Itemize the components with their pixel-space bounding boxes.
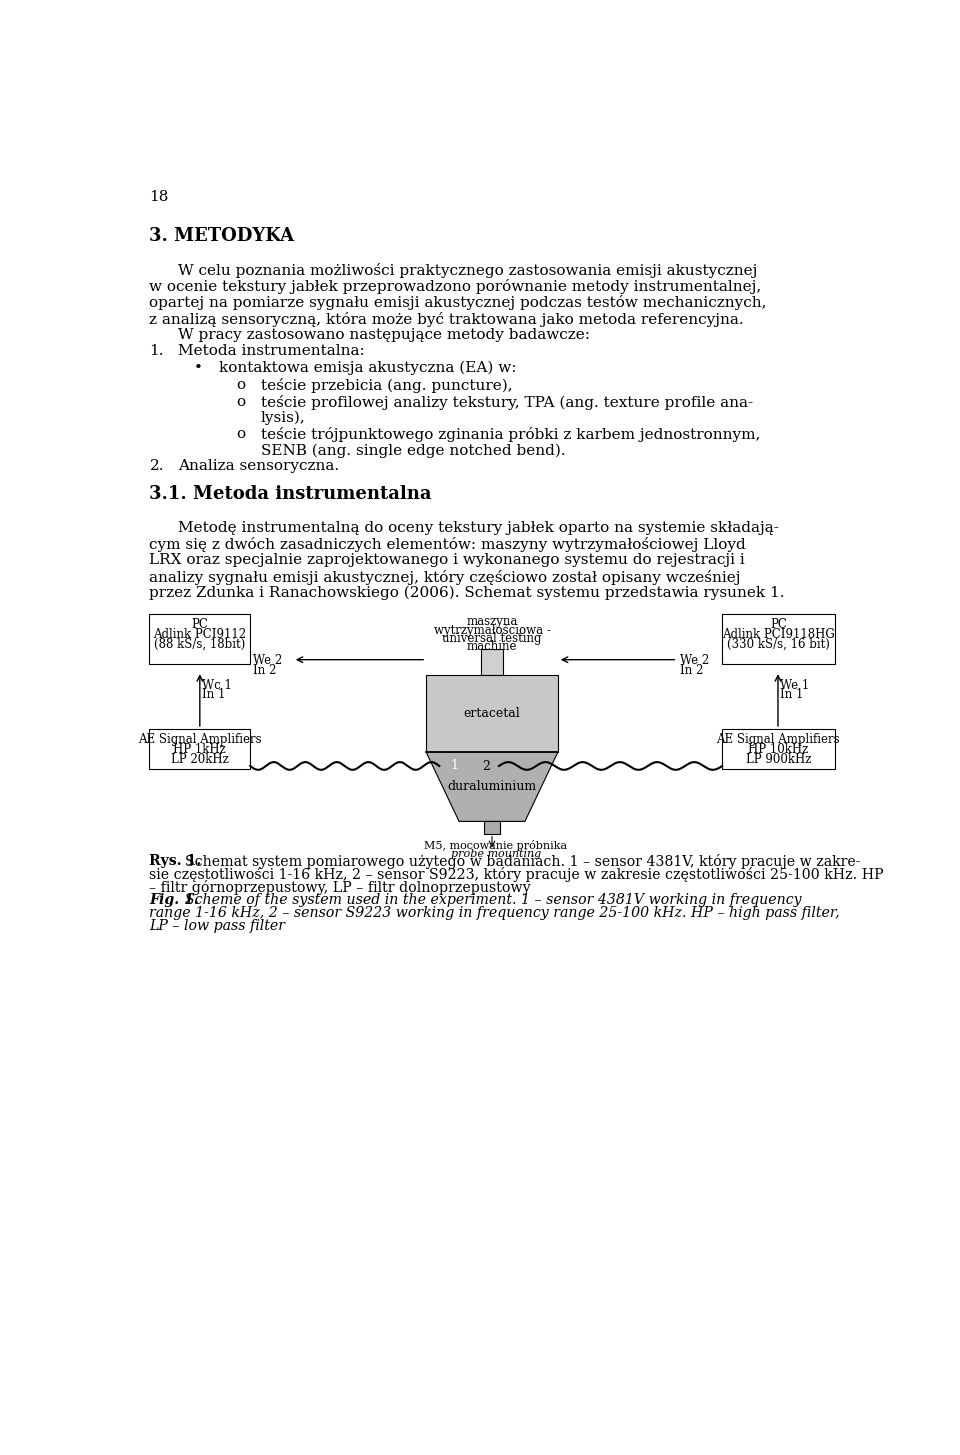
Text: In 2: In 2 — [252, 663, 276, 677]
Bar — [484, 822, 500, 834]
Text: (88 kS/s, 18bit): (88 kS/s, 18bit) — [155, 639, 246, 652]
Bar — [472, 757, 499, 777]
Text: LRX oraz specjalnie zaprojektowanego i wykonanego systemu do rejestracji i: LRX oraz specjalnie zaprojektowanego i w… — [150, 553, 745, 567]
Bar — [722, 614, 834, 663]
Text: wytrzymałościowa -: wytrzymałościowa - — [434, 624, 550, 636]
Text: Scheme of the system used in the experiment. 1 – sensor 4381V working in frequen: Scheme of the system used in the experim… — [185, 893, 802, 906]
Text: HP 1kHz: HP 1kHz — [174, 744, 227, 755]
Text: lysis),: lysis), — [261, 410, 306, 425]
Text: o: o — [236, 428, 246, 441]
Text: In 1: In 1 — [203, 688, 226, 701]
Text: LP 900kHz: LP 900kHz — [746, 752, 811, 765]
Text: Adlink PCI9112: Adlink PCI9112 — [154, 629, 247, 642]
Text: LP 20kHz: LP 20kHz — [171, 752, 228, 765]
Text: kontaktowa emisja akustyczna (EA) w:: kontaktowa emisja akustyczna (EA) w: — [219, 361, 516, 375]
Text: teście trójpunktowego zginania próbki z karbem jednostronnym,: teście trójpunktowego zginania próbki z … — [261, 428, 760, 442]
Text: SENB (ang. single edge notched bend).: SENB (ang. single edge notched bend). — [261, 444, 565, 458]
Text: 2: 2 — [482, 760, 490, 773]
Text: cym się z dwóch zasadniczych elementów: maszyny wytrzymałościowej Lloyd: cym się z dwóch zasadniczych elementów: … — [150, 537, 746, 553]
Text: opartej na pomiarze sygnału emisji akustycznej podczas testów mechanicznych,: opartej na pomiarze sygnału emisji akust… — [150, 295, 767, 310]
Text: We 1: We 1 — [780, 679, 809, 693]
Text: 3.1. Metoda instrumentalna: 3.1. Metoda instrumentalna — [150, 485, 432, 503]
Text: W celu poznania możliwości praktycznego zastosowania emisji akustycznej: W celu poznania możliwości praktycznego … — [179, 263, 757, 278]
Text: maszyna: maszyna — [467, 615, 517, 629]
Text: 1: 1 — [451, 760, 459, 773]
Text: Metodę instrumentalną do oceny tekstury jabłek oparto na systemie składają-: Metodę instrumentalną do oceny tekstury … — [179, 521, 779, 535]
Text: LP – low pass filter: LP – low pass filter — [150, 920, 285, 933]
Text: We 2: We 2 — [680, 655, 708, 668]
Text: teście profilowej analizy tekstury, TPA (ang. texture profile ana-: teście profilowej analizy tekstury, TPA … — [261, 394, 754, 410]
Text: przez Zdunka i Ranachowskiego (2006). Schemat systemu przedstawia rysunek 1.: przez Zdunka i Ranachowskiego (2006). Sc… — [150, 586, 785, 599]
Text: o: o — [236, 394, 246, 409]
Text: HP 10kHz: HP 10kHz — [748, 744, 808, 755]
Text: range 1-16 kHz, 2 – sensor S9223 working in frequency range 25-100 kHz. HP – hig: range 1-16 kHz, 2 – sensor S9223 working… — [150, 906, 840, 920]
Text: o: o — [236, 378, 246, 391]
Text: W pracy zastosowano następujące metody badawcze:: W pracy zastosowano następujące metody b… — [179, 327, 590, 342]
Text: Rys. 1.: Rys. 1. — [150, 854, 202, 867]
Text: AE Signal Amplifiers: AE Signal Amplifiers — [138, 733, 262, 746]
Text: teście przebicia (ang. puncture),: teście przebicia (ang. puncture), — [261, 378, 513, 393]
Text: Wc 1: Wc 1 — [203, 679, 232, 693]
Bar — [481, 649, 503, 675]
Text: PC: PC — [191, 618, 208, 631]
Text: M5, mocowanie próbnika: M5, mocowanie próbnika — [424, 840, 567, 851]
Text: Metoda instrumentalna:: Metoda instrumentalna: — [179, 343, 365, 358]
Text: AE Signal Amplifiers: AE Signal Amplifiers — [716, 733, 840, 746]
Text: Adlink PCI9118HG: Adlink PCI9118HG — [722, 629, 835, 642]
Text: 1.: 1. — [150, 343, 164, 358]
Text: universal testing: universal testing — [443, 631, 541, 645]
Text: PC: PC — [770, 618, 787, 631]
Text: ertacetal: ertacetal — [464, 707, 520, 720]
Text: z analizą sensoryczną, która może być traktowana jako metoda referencyjna.: z analizą sensoryczną, która może być tr… — [150, 311, 744, 327]
Text: (330 kS/s, 16 bit): (330 kS/s, 16 bit) — [727, 639, 829, 652]
Polygon shape — [426, 752, 558, 822]
Text: analizy sygnału emisji akustycznej, który częściowo został opisany wcześniej: analizy sygnału emisji akustycznej, któr… — [150, 569, 741, 585]
Text: Analiza sensoryczna.: Analiza sensoryczna. — [179, 460, 339, 473]
Text: We 2: We 2 — [252, 655, 282, 668]
Bar — [426, 675, 558, 752]
Text: 18: 18 — [150, 191, 169, 204]
Text: w ocenie tekstury jabłek przeprowadzono porównanie metody instrumentalnej,: w ocenie tekstury jabłek przeprowadzono … — [150, 279, 761, 294]
Text: – filtr górnoprzepustowy, LP – filtr dolnoprzepustowy: – filtr górnoprzepustowy, LP – filtr dol… — [150, 880, 531, 895]
Text: In 1: In 1 — [780, 688, 804, 701]
Text: •: • — [194, 361, 203, 375]
Text: probe mounting: probe mounting — [451, 850, 541, 858]
Text: Fig. 1.: Fig. 1. — [150, 893, 200, 906]
Bar — [150, 614, 251, 663]
Bar — [440, 754, 470, 778]
Text: duraluminium: duraluminium — [447, 780, 537, 793]
Text: 2.: 2. — [150, 460, 164, 473]
Text: 3. METODYKA: 3. METODYKA — [150, 227, 295, 244]
Bar — [150, 729, 251, 770]
Bar — [722, 729, 834, 770]
Text: sie częstotliwości 1-16 kHz, 2 – sensor S9223, który pracuje w zakresie częstotl: sie częstotliwości 1-16 kHz, 2 – sensor … — [150, 867, 884, 882]
Text: machine: machine — [467, 640, 517, 653]
Text: Schemat system pomiarowego użytego w badaniach. 1 – sensor 4381V, który pracuje : Schemat system pomiarowego użytego w bad… — [185, 854, 860, 869]
Text: In 2: In 2 — [680, 663, 703, 677]
